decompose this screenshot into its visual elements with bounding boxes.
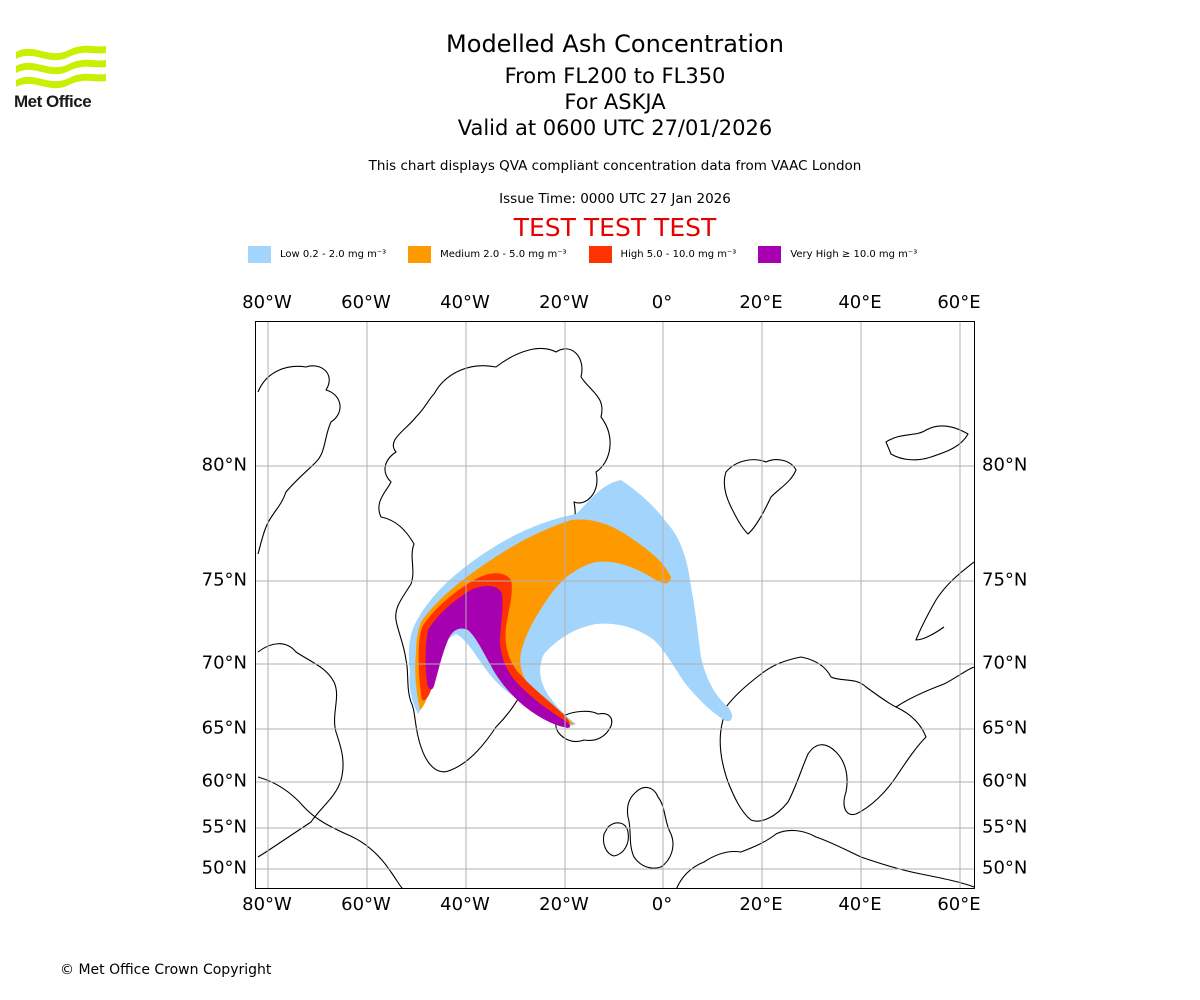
- lon-tick-top-60w: 60°W: [341, 292, 391, 313]
- lat-tick-right-60n: 60°N: [982, 770, 1028, 792]
- ellesmere-outline: [257, 365, 341, 555]
- ash-area-low: [408, 480, 733, 727]
- lat-tick-right-75n: 75°N: [982, 569, 1028, 591]
- lon-tick-bottom-20w: 20°W: [539, 894, 589, 915]
- scandinavia-outline: [719, 656, 927, 822]
- lon-tick-bottom-80w: 80°W: [242, 894, 292, 915]
- lon-tick-top-60e: 60°E: [937, 292, 981, 313]
- legend-item-medium: Medium 2.0 - 5.0 mg m⁻³: [408, 245, 567, 263]
- ireland-outline: [602, 822, 629, 857]
- franz-josef-outline: [885, 425, 969, 461]
- chart-description: This chart displays QVA compliant concen…: [368, 158, 862, 174]
- lat-tick-right-55n: 55°N: [982, 816, 1028, 838]
- ash-plume: [408, 480, 733, 728]
- legend-swatch-high: [588, 245, 612, 263]
- baffin-outline: [257, 643, 344, 858]
- logo-text: Met Office: [14, 92, 92, 111]
- lon-tick-bottom-0: 0°: [651, 894, 673, 915]
- logo-wave-icon: [16, 45, 106, 89]
- lon-tick-bottom-40e: 40°E: [838, 894, 882, 915]
- gridlines: [256, 322, 974, 888]
- volcano-name: For ASKJA: [564, 90, 666, 114]
- svalbard-outline: [723, 459, 797, 535]
- legend-swatch-very-high: [758, 245, 782, 263]
- map-canvas: [256, 322, 974, 888]
- chart-title: Modelled Ash Concentration: [446, 30, 784, 58]
- ash-area-very-high: [425, 585, 571, 728]
- lon-tick-top-20w: 20°W: [539, 292, 589, 313]
- lat-tick-left-65n: 65°N: [201, 717, 247, 739]
- test-banner: TEST TEST TEST: [513, 213, 717, 242]
- legend-label-high: High 5.0 - 10.0 mg m⁻³: [620, 248, 737, 260]
- labrador-outline: [257, 776, 403, 888]
- lat-tick-right-65n: 65°N: [982, 717, 1028, 739]
- lat-tick-right-80n: 80°N: [982, 454, 1028, 476]
- lon-tick-top-40w: 40°W: [440, 292, 490, 313]
- greenland-outline: [378, 348, 611, 773]
- lon-tick-top-40e: 40°E: [838, 292, 882, 313]
- legend-swatch-medium: [408, 245, 432, 263]
- lat-tick-left-75n: 75°N: [201, 569, 247, 591]
- legend-label-low: Low 0.2 - 2.0 mg m⁻³: [280, 248, 387, 260]
- lon-tick-bottom-60w: 60°W: [341, 894, 391, 915]
- lat-tick-right-50n: 50°N: [982, 857, 1028, 879]
- lat-tick-right-70n: 70°N: [982, 652, 1028, 674]
- lon-tick-bottom-20e: 20°E: [739, 894, 783, 915]
- lat-tick-left-60n: 60°N: [201, 770, 247, 792]
- lon-tick-top-20e: 20°E: [739, 292, 783, 313]
- lat-tick-left-70n: 70°N: [201, 652, 247, 674]
- lat-tick-left-55n: 55°N: [201, 816, 247, 838]
- met-office-logo: [16, 45, 106, 89]
- legend-label-very-high: Very High ≥ 10.0 mg m⁻³: [790, 248, 918, 260]
- map-panel: [255, 321, 975, 889]
- legend-item-low: Low 0.2 - 2.0 mg m⁻³: [248, 245, 387, 263]
- iceland-outline: [555, 710, 613, 743]
- lat-tick-left-80n: 80°N: [201, 454, 247, 476]
- ash-area-medium: [415, 519, 671, 725]
- legend-item-high: High 5.0 - 10.0 mg m⁻³: [588, 245, 737, 263]
- russia-coast-outline: [895, 666, 974, 708]
- novaya-zemlya-outline: [915, 561, 974, 641]
- coastlines: [257, 348, 974, 888]
- valid-time: Valid at 0600 UTC 27/01/2026: [457, 116, 773, 140]
- legend: Low 0.2 - 2.0 mg m⁻³ Medium 2.0 - 5.0 mg…: [248, 244, 939, 264]
- lon-tick-top-80w: 80°W: [242, 292, 292, 313]
- lon-tick-bottom-60e: 60°E: [937, 894, 981, 915]
- legend-item-very-high: Very High ≥ 10.0 mg m⁻³: [758, 245, 918, 263]
- lon-tick-top-0: 0°: [651, 292, 673, 313]
- legend-label-medium: Medium 2.0 - 5.0 mg m⁻³: [440, 248, 567, 260]
- flight-level-range: From FL200 to FL350: [504, 64, 726, 88]
- lon-tick-bottom-40w: 40°W: [440, 894, 490, 915]
- lat-tick-left-50n: 50°N: [201, 857, 247, 879]
- legend-swatch-low: [248, 245, 271, 263]
- great-britain-outline: [626, 786, 674, 869]
- copyright-notice: © Met Office Crown Copyright: [60, 962, 272, 978]
- issue-time: Issue Time: 0000 UTC 27 Jan 2026: [499, 191, 731, 207]
- europe-outline: [676, 829, 974, 888]
